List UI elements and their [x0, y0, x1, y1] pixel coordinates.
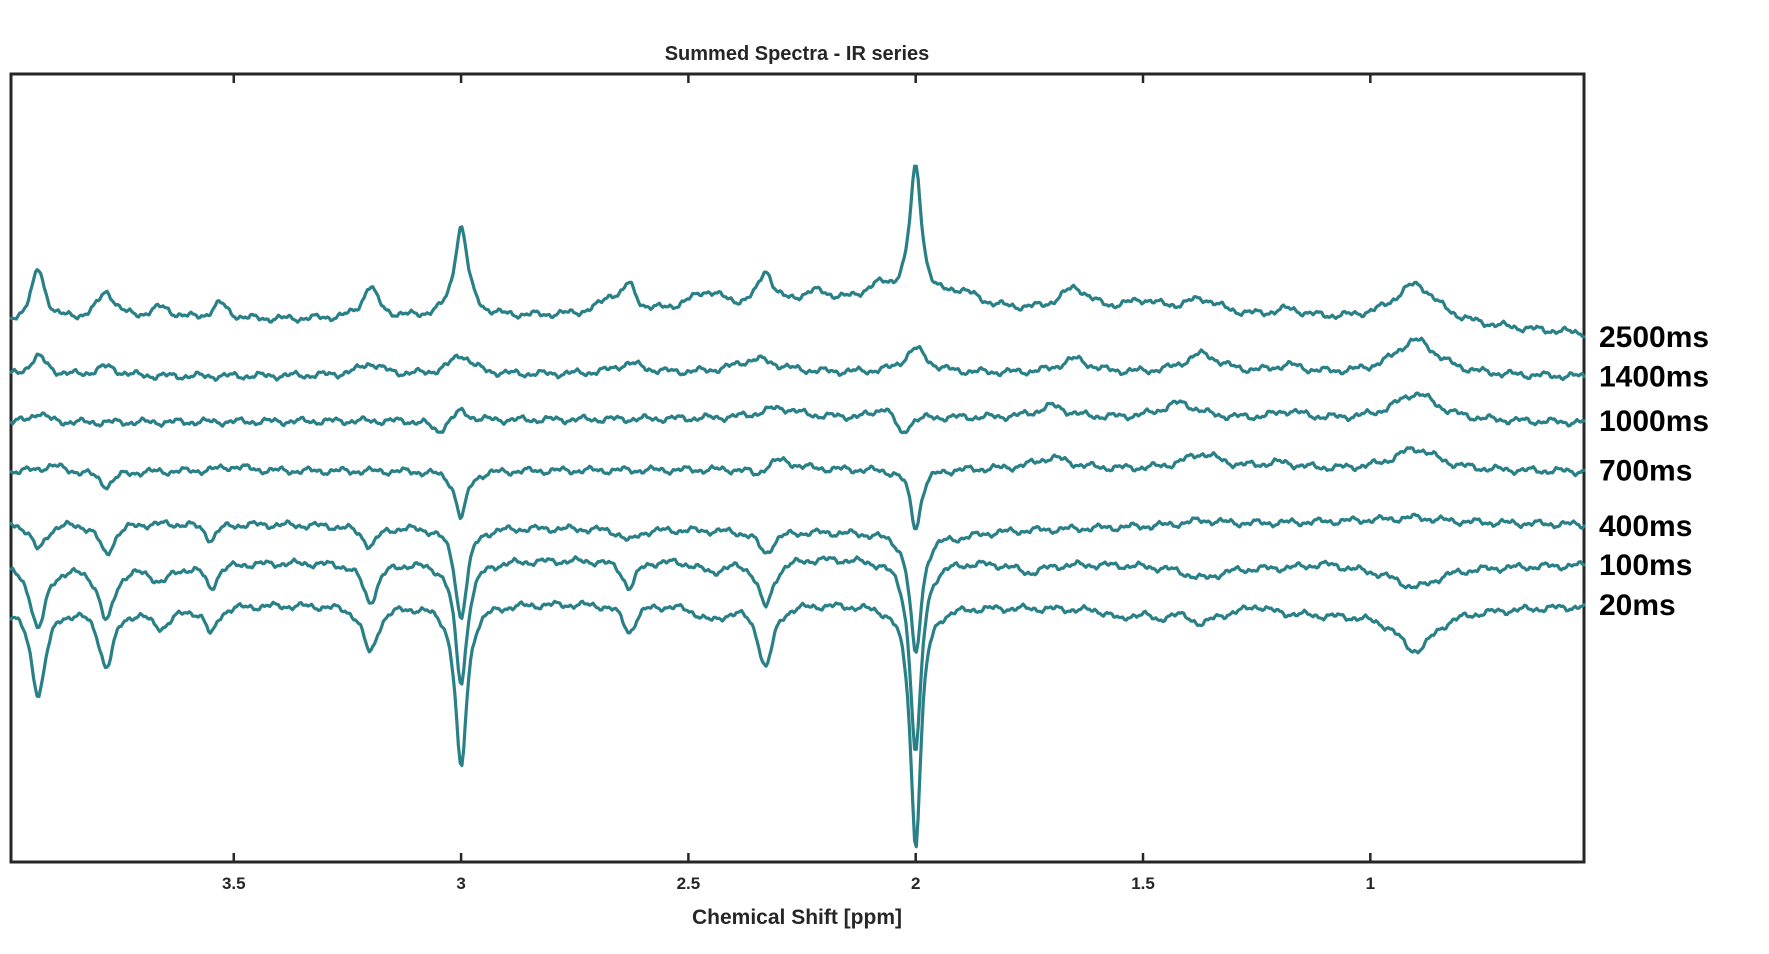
spectrum-line-2500ms — [9, 164, 1586, 339]
series-label-700ms: 700ms — [1599, 454, 1692, 487]
spectrum-line-400ms — [9, 512, 1586, 654]
plot-frame — [9, 72, 1586, 864]
spectrum-line-1000ms — [9, 391, 1586, 435]
spectrum-line-20ms — [9, 599, 1586, 849]
spectrum-line-1400ms — [9, 336, 1586, 382]
x-axis-tick-labels: 3.5 3 2.5 2 1.5 1 — [222, 874, 1375, 893]
series-label-2500ms: 2500ms — [1599, 321, 1709, 354]
series-label-20ms: 20ms — [1599, 589, 1676, 622]
x-tick-label: 1.5 — [1131, 874, 1155, 893]
x-tick-label: 3 — [456, 874, 465, 893]
chart-title: Summed Spectra - IR series — [665, 43, 930, 65]
x-tick-label: 2 — [911, 874, 920, 893]
x-axis-ticks — [232, 74, 1372, 862]
series-labels: 2500ms 1400ms 1000ms 700ms 400ms 100ms 20ms — [1599, 321, 1709, 622]
series-label-1400ms: 1400ms — [1599, 361, 1709, 394]
x-tick-label: 1 — [1366, 874, 1375, 893]
x-tick-label: 2.5 — [677, 874, 701, 893]
x-tick-label: 3.5 — [222, 874, 246, 893]
series-label-1000ms: 1000ms — [1599, 405, 1709, 438]
x-axis-label: Chemical Shift [ppm] — [692, 906, 902, 929]
series-label-100ms: 100ms — [1599, 549, 1692, 582]
spectrum-line-100ms — [9, 555, 1586, 751]
spectrum-lines — [9, 164, 1586, 849]
spectrum-line-700ms — [9, 446, 1586, 531]
series-label-400ms: 400ms — [1599, 510, 1692, 543]
